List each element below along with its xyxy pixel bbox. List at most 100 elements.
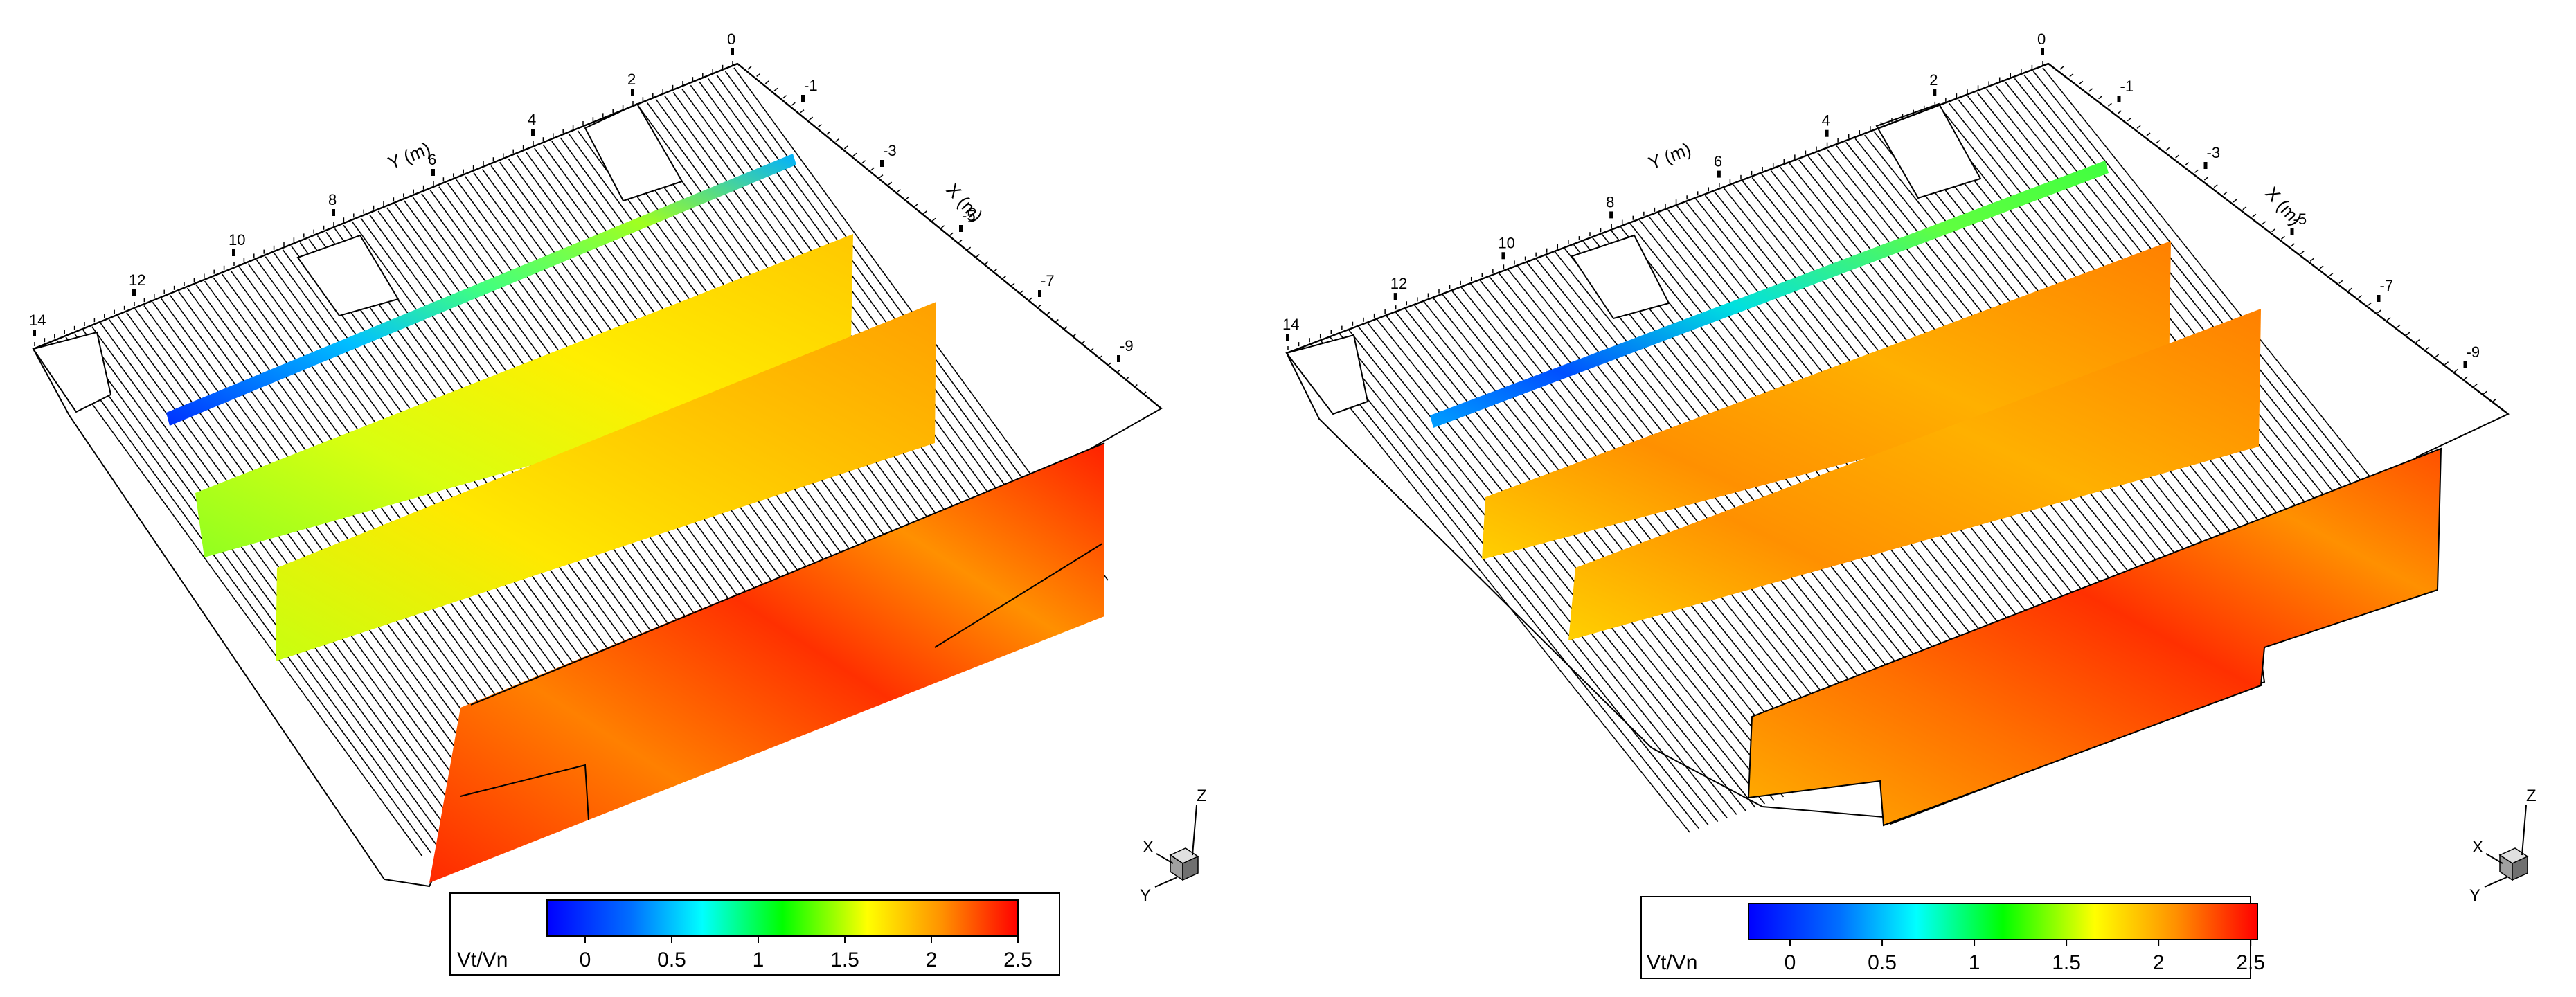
x-minor-tick	[2262, 221, 2266, 225]
x-minor-tick	[1125, 377, 1129, 381]
hatch-line	[1301, 347, 1690, 833]
slice-3	[1568, 309, 2261, 640]
x-minor-tick	[782, 95, 787, 99]
x-minor-tick	[940, 225, 945, 229]
x-minor-tick	[2098, 96, 2103, 100]
y-major-tick	[232, 249, 235, 256]
x-tick-label: -5	[962, 207, 976, 224]
colorbar-tick-label: 1.5	[830, 949, 859, 971]
colorbar-tick-label: 0.5	[1868, 951, 1897, 974]
hatch-line	[1573, 244, 1962, 730]
hatch-line	[1357, 325, 1746, 811]
y-tick-label: 14	[1282, 316, 1299, 333]
colorbar: Vt/Vn 0 0.5 1 1.5 2 2.5	[1640, 896, 2265, 979]
x-minor-tick	[2300, 251, 2305, 255]
y-tick-label: 12	[1390, 275, 1407, 292]
x-minor-tick	[2453, 368, 2458, 372]
hatch-line	[1320, 340, 1709, 826]
slice-4	[1748, 449, 2441, 825]
colorbar-tick-label: 0	[580, 949, 591, 971]
hatch-line	[1310, 343, 1700, 829]
x-minor-tick	[817, 123, 822, 128]
hatch-line	[1517, 265, 1906, 751]
x-minor-tick	[861, 160, 866, 164]
hatch-line	[1535, 258, 1925, 744]
x-tick-label: -1	[2120, 78, 2134, 95]
x-major-tick	[880, 160, 884, 167]
hatch-line	[1339, 333, 1728, 819]
x-minor-tick	[949, 232, 954, 236]
x-minor-tick	[2444, 361, 2449, 366]
x-minor-tick	[2223, 191, 2228, 195]
x-tick-label: -3	[2207, 144, 2221, 161]
x-minor-tick	[967, 246, 972, 251]
y-tick-label: 12	[129, 271, 145, 289]
hatch-line	[1451, 290, 1841, 776]
colorbar-tick-label: 0.5	[657, 949, 686, 971]
x-tick-label: -9	[1120, 337, 1134, 354]
x-tick-label: -7	[2380, 277, 2394, 294]
colorbar: Vt/Vn 0 0.5 1 1.5 2 2.5	[449, 892, 1060, 976]
x-minor-tick	[1107, 362, 1111, 366]
x-minor-tick	[2473, 384, 2478, 388]
x-minor-tick	[1019, 290, 1024, 294]
opening	[1285, 334, 1369, 415]
y-major-tick	[531, 129, 535, 136]
hatch-line	[1545, 255, 1934, 741]
x-major-tick	[2203, 162, 2208, 169]
x-minor-tick	[800, 109, 805, 114]
y-tick-label: 0	[2037, 30, 2046, 48]
colorbar-tick-label: 2.5	[2236, 951, 2265, 974]
hatch-line	[1601, 233, 1991, 719]
hatch-line	[2023, 74, 2413, 560]
x-minor-tick	[2127, 118, 2131, 122]
x-minor-tick	[2233, 199, 2237, 203]
x-minor-tick	[2483, 390, 2487, 395]
x-minor-tick	[2194, 169, 2199, 173]
y-tick-label: 6	[428, 151, 436, 168]
opening	[1875, 102, 1982, 199]
hatch-line	[1555, 251, 1944, 737]
y-tick-label: 4	[528, 111, 536, 128]
hatch-line	[2042, 67, 2431, 553]
x-minor-tick	[791, 102, 796, 106]
hatch-line	[2032, 71, 2422, 557]
orient-x-label: X	[1143, 838, 1154, 856]
colorbar-tick-label: 2.5	[1003, 949, 1032, 971]
orient-x-label: X	[2472, 838, 2483, 856]
x-minor-tick	[2107, 102, 2112, 107]
slice-3	[276, 302, 936, 661]
x-minor-tick	[1037, 305, 1041, 309]
hatch-line	[1330, 336, 1719, 823]
opening	[296, 234, 400, 317]
opening	[1571, 234, 1670, 320]
slice-4-outline	[1747, 447, 2442, 827]
hatch-line	[1348, 329, 1737, 815]
orient-z-label: Z	[2526, 787, 2537, 805]
y-tick-label: 2	[1929, 71, 1938, 89]
x-minor-tick	[1133, 384, 1138, 388]
y-tick-label: 0	[727, 30, 735, 48]
x-major-tick	[2290, 228, 2294, 235]
hatch-line	[65, 336, 440, 850]
colorbar-tick-label: 0	[1785, 951, 1796, 974]
x-minor-tick	[2156, 140, 2161, 144]
hatch-line	[2005, 81, 2394, 567]
x-minor-tick	[843, 145, 848, 150]
x-minor-tick	[2396, 324, 2401, 328]
y-tick-label: 10	[229, 231, 245, 249]
top-edge	[1286, 62, 2049, 354]
y-major-tick	[1286, 334, 1289, 341]
hatch-line	[1386, 315, 1775, 801]
y-major-tick	[1393, 293, 1397, 300]
hatch-line	[1413, 305, 1803, 791]
hatch-line	[1367, 322, 1756, 808]
x-minor-tick	[2252, 213, 2257, 217]
x-minor-tick	[2242, 206, 2247, 210]
x-minor-tick	[2492, 398, 2497, 402]
x-minor-tick	[2088, 88, 2093, 92]
y-major-tick	[1501, 252, 1505, 260]
y-axis-label: Y (m)	[385, 138, 433, 173]
